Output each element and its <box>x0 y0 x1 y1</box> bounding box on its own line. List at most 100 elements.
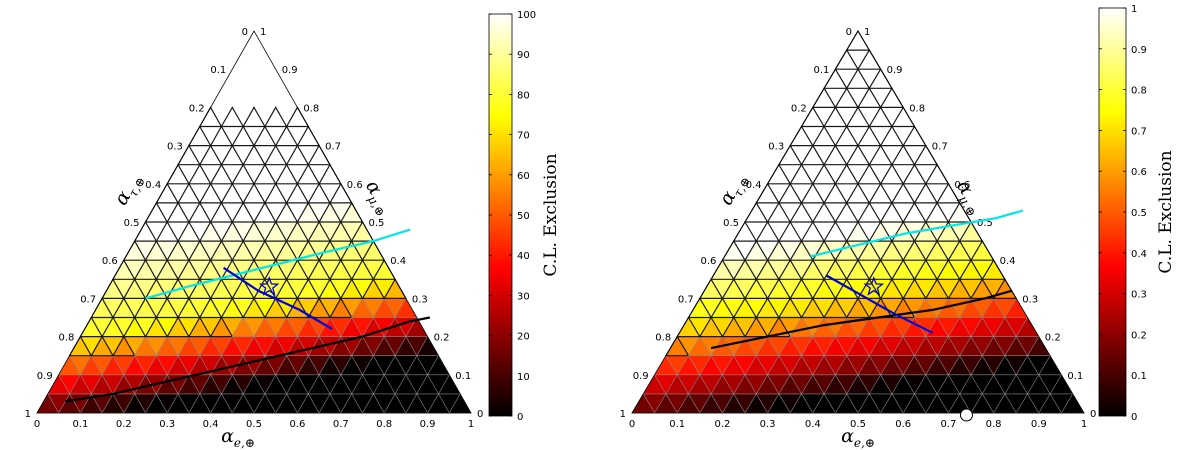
best-fit-star-icon <box>258 276 280 296</box>
grid-cell <box>263 144 288 166</box>
grid-cell <box>890 182 916 204</box>
grid-cell <box>936 220 961 242</box>
colorbar-gradient <box>488 13 513 417</box>
grid-cell <box>811 278 837 299</box>
heatmap-cells <box>36 106 472 414</box>
bottom-tick-label: 0.7 <box>940 419 956 430</box>
grid-cell <box>777 259 803 280</box>
colorbar-tick-label: 50 <box>517 211 530 222</box>
grid-cell <box>155 220 180 242</box>
grid-cell <box>296 239 321 261</box>
grid-cell <box>274 125 299 147</box>
grid-cell <box>902 278 927 299</box>
grid-cell <box>242 144 266 166</box>
grid-cell <box>177 335 201 357</box>
grid-cell <box>286 374 309 395</box>
colorbar-tick-label: 0.9 <box>1131 45 1147 56</box>
grid-cell <box>372 297 396 318</box>
right-tick-label: 0 <box>1090 409 1096 420</box>
grid-cell <box>394 374 418 395</box>
grid-cell <box>721 316 747 338</box>
left-tick-label: 0.3 <box>167 142 183 153</box>
grid-cell <box>993 355 1017 376</box>
grid-cell <box>112 374 136 395</box>
grid-cell <box>778 336 803 357</box>
right-tick-label: 0.6 <box>347 180 363 191</box>
grid-cell <box>372 374 396 395</box>
grid-cell <box>318 278 342 299</box>
grid-cell <box>328 220 353 242</box>
grid-cell <box>868 336 893 357</box>
colorbar-tick-label: 0.3 <box>1131 290 1147 301</box>
grid-cell <box>800 336 825 357</box>
colorbar-label: C.L. Exclusion <box>541 153 561 276</box>
grid-cell <box>101 355 125 376</box>
bottom-tick-label: 0.3 <box>760 419 776 430</box>
colorbar-tick-label: 0.1 <box>1131 371 1147 382</box>
grid-cell <box>800 144 826 166</box>
grid-cell <box>970 355 995 376</box>
grid-cell <box>687 374 712 395</box>
right-tick-label: 0.1 <box>1067 371 1083 382</box>
grid-cell <box>936 336 961 357</box>
grid-cell <box>857 316 882 337</box>
tick-labels: 0 0 0 0.1 0.1 0.1 0.2 0.2 0.2 0.3 0.3 0.3 0.4 0.4 0.4 0… <box>25 27 484 430</box>
grid-cell <box>318 201 342 223</box>
grid-cell <box>743 278 769 299</box>
colorbar-tick-label: 70 <box>517 131 530 142</box>
grid-cell <box>902 239 927 261</box>
cyan-contour <box>145 228 411 300</box>
grid-cell <box>936 259 961 280</box>
grid-cell <box>296 201 321 223</box>
grid-cell <box>913 336 938 357</box>
grid-cell <box>811 201 837 223</box>
best-fit-star-icon <box>863 276 885 296</box>
right-tick-label: 0.5 <box>977 218 993 229</box>
grid-cell <box>209 125 234 147</box>
left-tick-label: 0.4 <box>746 180 762 191</box>
ternary-outline <box>36 30 472 414</box>
colorbar: 0 0.1 0.2 0.3 0.4 0.5 0.6 0.7 0.8 0.9 1 C.L. Exclus… <box>1098 4 1176 423</box>
bottom-tick-label: 0.2 <box>116 419 132 430</box>
grid-cell <box>263 106 288 128</box>
grid-cell <box>834 278 860 299</box>
grid-cell <box>981 297 1006 318</box>
grid-cell <box>913 259 939 280</box>
grid-cell <box>285 258 310 280</box>
grid-cell <box>155 297 180 319</box>
grid-cell <box>274 278 299 299</box>
bottom-tick-label: 0 <box>629 419 635 430</box>
left-tick-label: 0 <box>846 27 852 38</box>
grid-cell <box>372 335 396 357</box>
colorbar-tick-label: 90 <box>517 50 530 61</box>
grid-cell <box>1004 374 1029 395</box>
grid-cell <box>263 297 288 319</box>
grid-cell <box>924 239 950 261</box>
grid-cell <box>155 374 179 395</box>
grid-cell <box>981 336 1006 357</box>
grid-cell <box>698 316 724 338</box>
grid-cell <box>307 182 331 204</box>
grid-cell <box>285 220 310 242</box>
grid-cell <box>834 163 860 185</box>
grid-cell <box>231 239 256 261</box>
grid-cell <box>890 144 916 166</box>
bottom-tick-label: 0.4 <box>203 419 219 430</box>
grid-cell <box>721 355 746 376</box>
colorbar-gradient <box>1098 7 1127 417</box>
grid-cell <box>777 220 803 242</box>
grid-cell <box>699 355 723 376</box>
grid-cell <box>416 374 440 395</box>
grid-cell <box>296 163 321 185</box>
left-tick-label: 0.1 <box>210 65 226 76</box>
bottom-tick-label: 0.7 <box>333 419 349 430</box>
grid-cell <box>274 201 299 223</box>
grid-cell <box>789 278 814 299</box>
grid-cell <box>857 355 882 376</box>
bottom-tick-label: 1 <box>468 419 474 430</box>
colorbar-tick-label: 0 <box>1131 412 1137 423</box>
grid-cell <box>231 125 256 147</box>
grid-cell <box>868 220 893 242</box>
grid-cell <box>1026 374 1051 395</box>
right-tick-label: 0.8 <box>909 103 925 114</box>
